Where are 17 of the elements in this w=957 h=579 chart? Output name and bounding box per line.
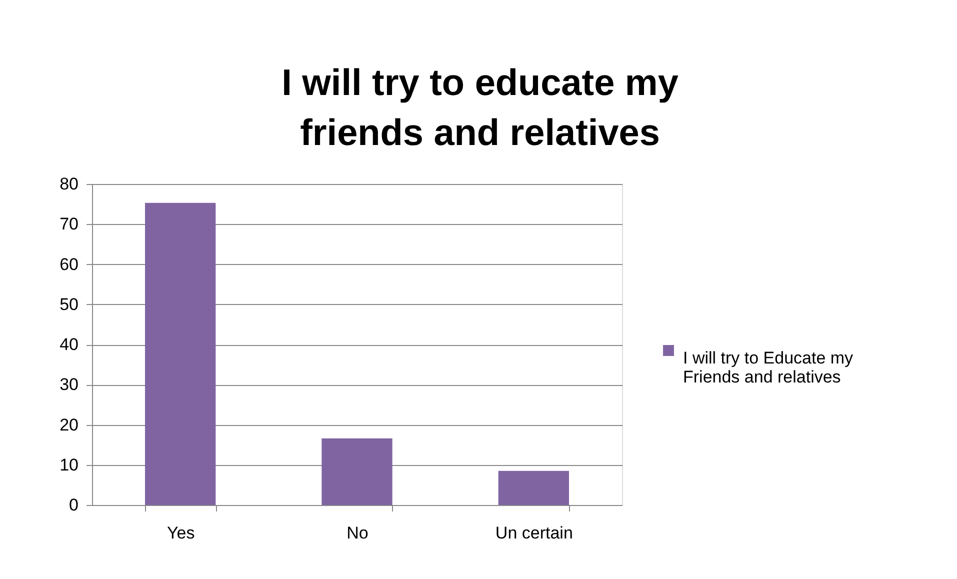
y-tick-label: 10 [60,455,78,474]
chart-title: I will try to educate my friends and relatives [282,62,679,153]
bar [322,438,392,505]
legend-label: I will try to Educate my Friends and relatives [683,348,854,386]
y-tick-label: 80 [60,174,78,194]
x-tick-label: Yes [166,524,195,542]
y-tick-label: 20 [60,415,78,434]
x-tick-label: No [346,524,368,542]
bar [145,202,216,505]
y-tick-label: 40 [60,335,78,354]
y-tick-label: 60 [60,254,78,274]
y-tick-label: 50 [60,294,78,314]
bar [498,470,569,505]
y-tick-label: 30 [60,375,78,394]
y-tick-label: 70 [60,214,78,234]
x-tick-label: Un certain [495,524,573,542]
y-tick-label: 0 [69,496,78,514]
